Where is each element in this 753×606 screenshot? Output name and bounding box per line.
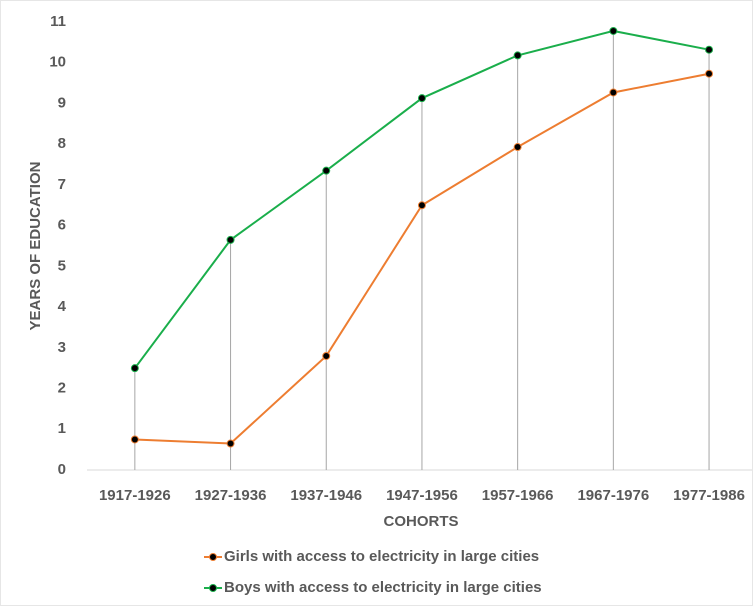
x-tick-label: 1917-1926 (99, 487, 171, 504)
x-tick-label: 1937-1946 (290, 487, 362, 504)
y-tick-label: 10 (49, 54, 66, 71)
point (609, 26, 618, 35)
point (130, 364, 139, 373)
y-tick-label: 0 (58, 461, 66, 478)
y-tick-label: 2 (58, 380, 66, 397)
x-axis-title: COHORTS (384, 513, 459, 530)
legend-marker (209, 553, 217, 561)
x-tick-label: 1927-1936 (195, 487, 267, 504)
legend-label: Girls with access to electricity in larg… (224, 548, 539, 565)
point (609, 88, 618, 97)
point (705, 69, 714, 78)
point (226, 439, 235, 448)
y-tick-label: 7 (58, 176, 66, 193)
y-tick-label: 1 (58, 420, 66, 437)
x-tick-label: 1977-1986 (673, 487, 745, 504)
point (513, 51, 522, 60)
y-tick-label: 3 (58, 339, 66, 356)
point (226, 235, 235, 244)
legend-label: Boys with access to electricity in large… (224, 579, 542, 596)
point (322, 351, 331, 360)
legend-marker (209, 584, 217, 592)
y-tick-label: 8 (58, 135, 66, 152)
y-tick-label: 9 (58, 94, 66, 111)
point (513, 143, 522, 152)
y-tick-label: 6 (58, 217, 66, 234)
point (322, 166, 331, 175)
y-axis-title: YEARS OF EDUCATION (27, 162, 44, 331)
y-tick-label: 11 (50, 13, 66, 30)
x-tick-label: 1967-1976 (577, 487, 649, 504)
point (417, 94, 426, 103)
y-tick-label: 5 (58, 257, 66, 274)
y-tick-label: 4 (58, 298, 67, 315)
x-tick-label: 1947-1956 (386, 487, 458, 504)
x-tick-label: 1957-1966 (482, 487, 554, 504)
point (705, 45, 714, 54)
point (417, 201, 426, 210)
point (130, 435, 139, 444)
